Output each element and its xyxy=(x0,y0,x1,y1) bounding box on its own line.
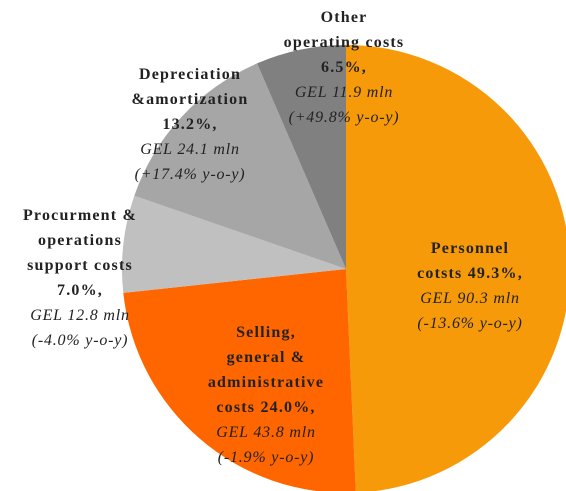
amount-label: GEL 43.8 mln xyxy=(216,424,316,441)
category-label: general & xyxy=(227,349,306,366)
category-label: &amortization xyxy=(132,91,249,108)
amount-label: GEL 12.8 mln xyxy=(30,307,130,324)
pie-slice xyxy=(346,45,566,491)
amount-label: GEL 24.1 mln xyxy=(140,141,240,158)
category-label: support costs xyxy=(27,257,133,274)
category-label: cotsts xyxy=(417,265,462,282)
slice-label: operations xyxy=(38,232,122,249)
slice-label: cotsts 49.3%, xyxy=(417,265,523,282)
category-label: Depreciation xyxy=(139,66,241,83)
slice-label: Personnel xyxy=(431,240,509,257)
amount-label: GEL 11.9 mln xyxy=(295,84,393,101)
value-label: 13.2%, xyxy=(162,116,217,133)
category-label: operating costs xyxy=(284,34,405,51)
slice-label: administrative xyxy=(208,374,324,391)
pie-slice xyxy=(122,195,347,293)
amount-label: GEL 90.3 mln xyxy=(420,290,520,307)
slice-label: support costs xyxy=(27,257,133,274)
category-label: Personnel xyxy=(431,240,509,257)
slice-label: general & xyxy=(227,349,306,366)
slice-label: Procurment & xyxy=(23,207,137,224)
category-label: Other xyxy=(321,9,368,26)
change-label: (-1.9% y-o-y) xyxy=(218,449,315,466)
slice-label: &amortization xyxy=(132,91,249,108)
value-label: 49.3%, xyxy=(468,265,523,282)
value-label: 7.0%, xyxy=(57,282,103,299)
category-label: administrative xyxy=(208,374,324,391)
slice-label: operating costs xyxy=(284,34,405,51)
change-label: (+49.8% y-o-y) xyxy=(289,109,400,126)
category-label: Selling, xyxy=(236,324,296,341)
change-label: (-4.0% y-o-y) xyxy=(32,332,129,349)
pie-slice xyxy=(134,63,346,270)
change-label: (+17.4% y-o-y) xyxy=(135,166,246,183)
slice-label: costs 24.0%, xyxy=(216,399,315,416)
category-label: operations xyxy=(38,232,122,249)
category-label: costs xyxy=(216,399,255,416)
value-label: 24.0%, xyxy=(260,399,315,416)
slice-label: Selling, xyxy=(236,324,296,341)
value-label: 6.5%, xyxy=(321,59,367,76)
slice-label: Other xyxy=(321,9,368,26)
category-label: Procurment & xyxy=(23,207,137,224)
change-label: (-13.6% y-o-y) xyxy=(417,315,522,332)
slice-label: Depreciation xyxy=(139,66,241,83)
pie-slice xyxy=(123,269,356,491)
pie-slice xyxy=(257,45,346,269)
